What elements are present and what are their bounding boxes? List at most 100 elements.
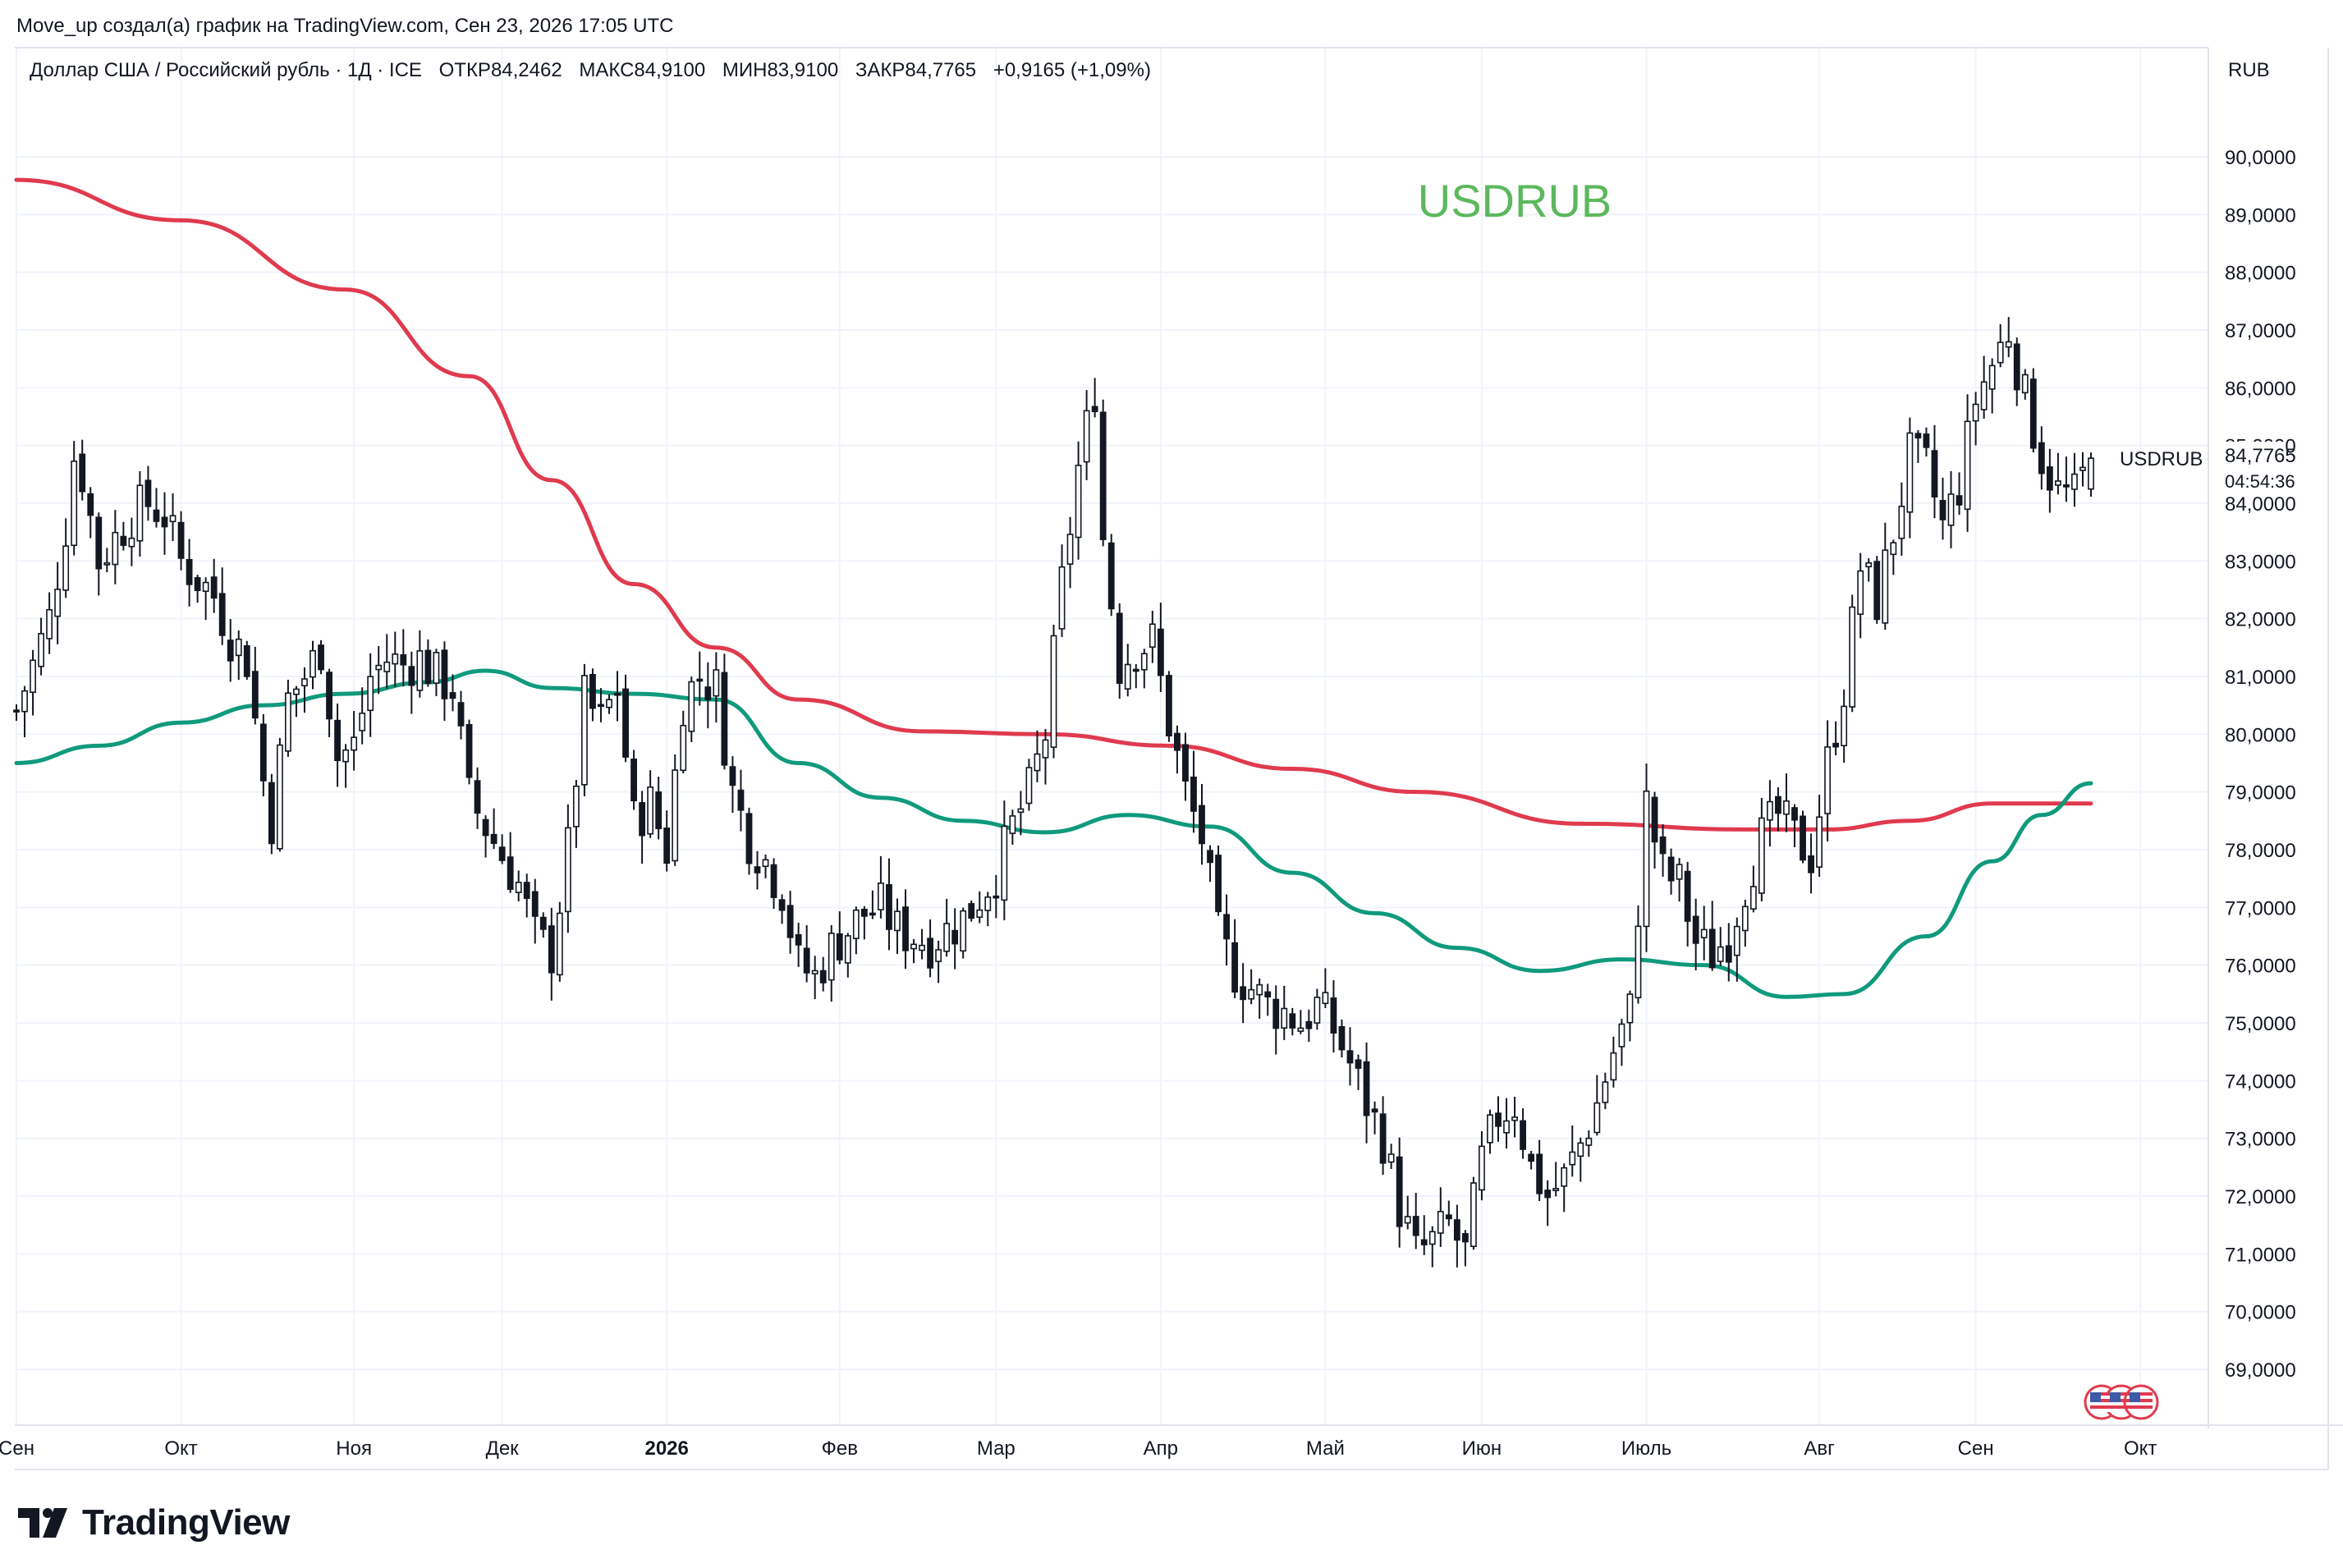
candle-body bbox=[1692, 915, 1699, 944]
candle-body bbox=[795, 934, 802, 946]
candle-body bbox=[161, 516, 168, 528]
candle-body bbox=[1116, 612, 1123, 684]
candle-body bbox=[392, 653, 399, 665]
candle-body bbox=[1767, 800, 1773, 821]
candle-body bbox=[1684, 870, 1691, 922]
candle-body bbox=[1124, 663, 1131, 690]
candle-body bbox=[1428, 1231, 1436, 1245]
candle-body bbox=[1898, 506, 1905, 539]
candle-body bbox=[1841, 705, 1848, 747]
x-tick-label: Окт bbox=[164, 1437, 197, 1460]
candle-body bbox=[1626, 993, 1634, 1024]
close-value: 84,7765 bbox=[905, 59, 977, 81]
candle-body bbox=[556, 912, 563, 976]
candle-body bbox=[704, 686, 712, 700]
candle-body bbox=[1708, 928, 1716, 969]
chart-grid bbox=[15, 48, 2208, 1425]
candle-body bbox=[1808, 855, 1814, 873]
candle-body bbox=[589, 673, 596, 709]
candle-body bbox=[1149, 623, 1156, 649]
candle-body bbox=[860, 909, 868, 917]
candle-body bbox=[1305, 1020, 1313, 1029]
open-label: ОТКР bbox=[438, 59, 491, 81]
x-tick-label: Май bbox=[1306, 1437, 1345, 1460]
candle-body bbox=[2013, 343, 2020, 391]
tradingview-logo[interactable]: TradingView bbox=[18, 1502, 290, 1543]
candle-body bbox=[2088, 457, 2094, 490]
candle-body bbox=[1099, 411, 1107, 540]
candle-body bbox=[1536, 1153, 1543, 1194]
candle-body bbox=[2054, 480, 2061, 486]
candle-body bbox=[30, 659, 36, 694]
x-tick-label: Ноя bbox=[336, 1437, 372, 1460]
moving-average-lines bbox=[14, 177, 2093, 999]
currency-unit-button[interactable]: RUB bbox=[2228, 59, 2270, 81]
x-tick-label: Июн bbox=[1462, 1437, 1502, 1460]
candle-body bbox=[1939, 500, 1946, 520]
candle-body bbox=[1717, 946, 1724, 962]
candle-body bbox=[1758, 817, 1765, 894]
instrument-name[interactable]: Доллар США / Российский рубль · 1Д · ICE bbox=[30, 59, 422, 81]
high-label: МАКС bbox=[579, 59, 635, 81]
candle-body bbox=[1914, 433, 1922, 439]
candle-body bbox=[1544, 1190, 1552, 1199]
candle-body bbox=[120, 535, 127, 546]
candle-body bbox=[1651, 796, 1658, 843]
x-tick-label: Сен bbox=[0, 1437, 34, 1460]
candle-body bbox=[1314, 997, 1321, 1024]
candle-body bbox=[1387, 1153, 1395, 1163]
candle-body bbox=[655, 791, 663, 830]
candle-body bbox=[1346, 1050, 1354, 1064]
candle-body bbox=[301, 678, 308, 687]
candle-body bbox=[1157, 628, 1164, 676]
ohlc-low: МИН83,9100 bbox=[722, 59, 838, 81]
candle-body bbox=[1207, 850, 1213, 864]
y-tick-label: 79,0000 bbox=[2225, 782, 2296, 805]
candle-body bbox=[935, 949, 942, 962]
candle-body bbox=[1240, 986, 1247, 1001]
candle-body bbox=[647, 786, 654, 835]
candle-body bbox=[639, 802, 646, 837]
candle-body bbox=[103, 562, 111, 566]
candle-body bbox=[359, 713, 366, 731]
candle-body bbox=[21, 690, 28, 713]
candle-body bbox=[424, 649, 432, 685]
candle-body bbox=[1585, 1137, 1593, 1146]
candle-body bbox=[251, 671, 259, 719]
y-tick-label: 71,0000 bbox=[2225, 1244, 2296, 1266]
candle-body bbox=[1363, 1061, 1370, 1116]
candle-body bbox=[1215, 855, 1222, 913]
price-change: +0,9165 (+1,09%) bbox=[993, 59, 1151, 81]
candle-body bbox=[614, 692, 621, 696]
candle-body bbox=[186, 558, 193, 585]
candle-body bbox=[1330, 997, 1337, 1034]
candles-group bbox=[13, 317, 2094, 1268]
candle-body bbox=[1264, 991, 1272, 997]
y-tick-label: 76,0000 bbox=[2225, 956, 2296, 978]
candle-body bbox=[548, 925, 555, 974]
candle-body bbox=[144, 479, 152, 507]
candle-body bbox=[1775, 795, 1781, 814]
candle-body bbox=[2029, 378, 2037, 449]
candle-body bbox=[688, 681, 695, 732]
candle-body bbox=[2038, 442, 2045, 475]
x-tick-label: Июль bbox=[1621, 1437, 1671, 1460]
candle-body bbox=[1404, 1216, 1411, 1224]
candle-body bbox=[1610, 1052, 1617, 1081]
candle-body bbox=[1561, 1167, 1568, 1187]
candle-body bbox=[375, 664, 383, 671]
candle-body bbox=[383, 661, 391, 672]
y-tick-label: 70,0000 bbox=[2225, 1302, 2296, 1324]
candle-body bbox=[342, 749, 350, 763]
candle-body bbox=[1618, 1023, 1625, 1048]
candle-body bbox=[2005, 341, 2012, 348]
candle-body bbox=[1001, 825, 1008, 901]
candle-body bbox=[1132, 668, 1139, 672]
candle-body bbox=[729, 766, 736, 786]
y-tick-label: 88,0000 bbox=[2225, 263, 2296, 285]
x-tick-label: Апр bbox=[1144, 1437, 1178, 1460]
candle-body bbox=[293, 688, 300, 695]
candle-body bbox=[1140, 653, 1148, 671]
y-tick-label: 82,0000 bbox=[2225, 609, 2296, 631]
